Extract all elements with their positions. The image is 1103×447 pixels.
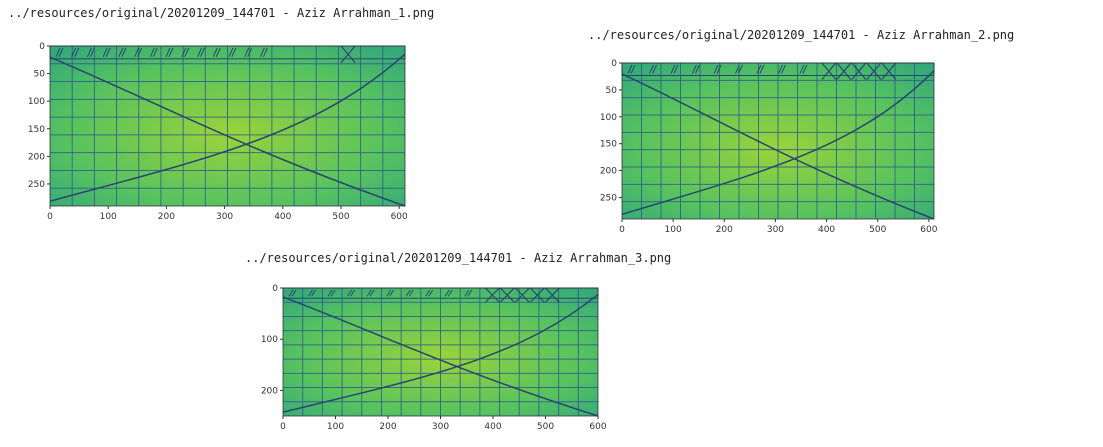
figure-1-title: ../resources/original/20201209_144701 - …: [8, 6, 435, 20]
y-tick-label: 100: [261, 335, 278, 345]
x-tick-label: 300: [432, 422, 449, 432]
y-tick-label: 0: [272, 284, 278, 294]
x-tick-label: 0: [280, 422, 286, 432]
x-tick-label: 200: [158, 212, 175, 222]
figure-3-plot: 0 100 200 300 400 500 600 0 100 200: [261, 284, 607, 432]
y-tick-label: 100: [28, 97, 45, 107]
x-tick-label: 100: [665, 225, 682, 235]
y-tick-label: 50: [34, 70, 46, 80]
x-tick-label: 600: [920, 225, 937, 235]
x-tick-label: 600: [391, 212, 408, 222]
y-tick-label: 200: [28, 152, 45, 162]
x-tick-label: 200: [716, 225, 733, 235]
x-tick-label: 0: [619, 225, 625, 235]
x-tick-label: 100: [327, 422, 344, 432]
x-tick-label: 400: [274, 212, 291, 222]
y-tick-label: 0: [611, 59, 617, 69]
x-tick-label: 300: [767, 225, 784, 235]
x-tick-label: 100: [100, 212, 117, 222]
y-tick-label: 200: [261, 386, 278, 396]
figure-3-title: ../resources/original/20201209_144701 - …: [245, 251, 672, 265]
x-tick-label: 300: [216, 212, 233, 222]
image-area: [621, 62, 935, 220]
y-tick-label: 150: [600, 140, 617, 150]
figure-1-plot: 0 100 200 300 400 500 600 0 50 100 150 200 250: [28, 42, 408, 222]
x-tick-label: 400: [484, 422, 501, 432]
x-tick-label: 500: [537, 422, 554, 432]
x-tick-label: 200: [379, 422, 396, 432]
y-tick-label: 0: [39, 42, 45, 52]
x-tick-label: 600: [589, 422, 606, 432]
figure-2-plot: 0 100 200 300 400 500 600 0 50 100 150 200 250: [600, 59, 938, 235]
x-tick-label: 500: [332, 212, 349, 222]
x-tick-label: 500: [869, 225, 886, 235]
y-tick-label: 200: [600, 167, 617, 177]
y-tick-label: 100: [600, 113, 617, 123]
x-tick-label: 400: [818, 225, 835, 235]
image-area: [49, 45, 406, 207]
figure-2-title: ../resources/original/20201209_144701 - …: [588, 28, 1015, 42]
y-tick-label: 250: [600, 193, 617, 203]
y-tick-label: 150: [28, 125, 45, 135]
y-tick-label: 250: [28, 180, 45, 190]
x-tick-label: 0: [47, 212, 53, 222]
image-area: [282, 287, 599, 417]
y-tick-label: 50: [606, 86, 618, 96]
